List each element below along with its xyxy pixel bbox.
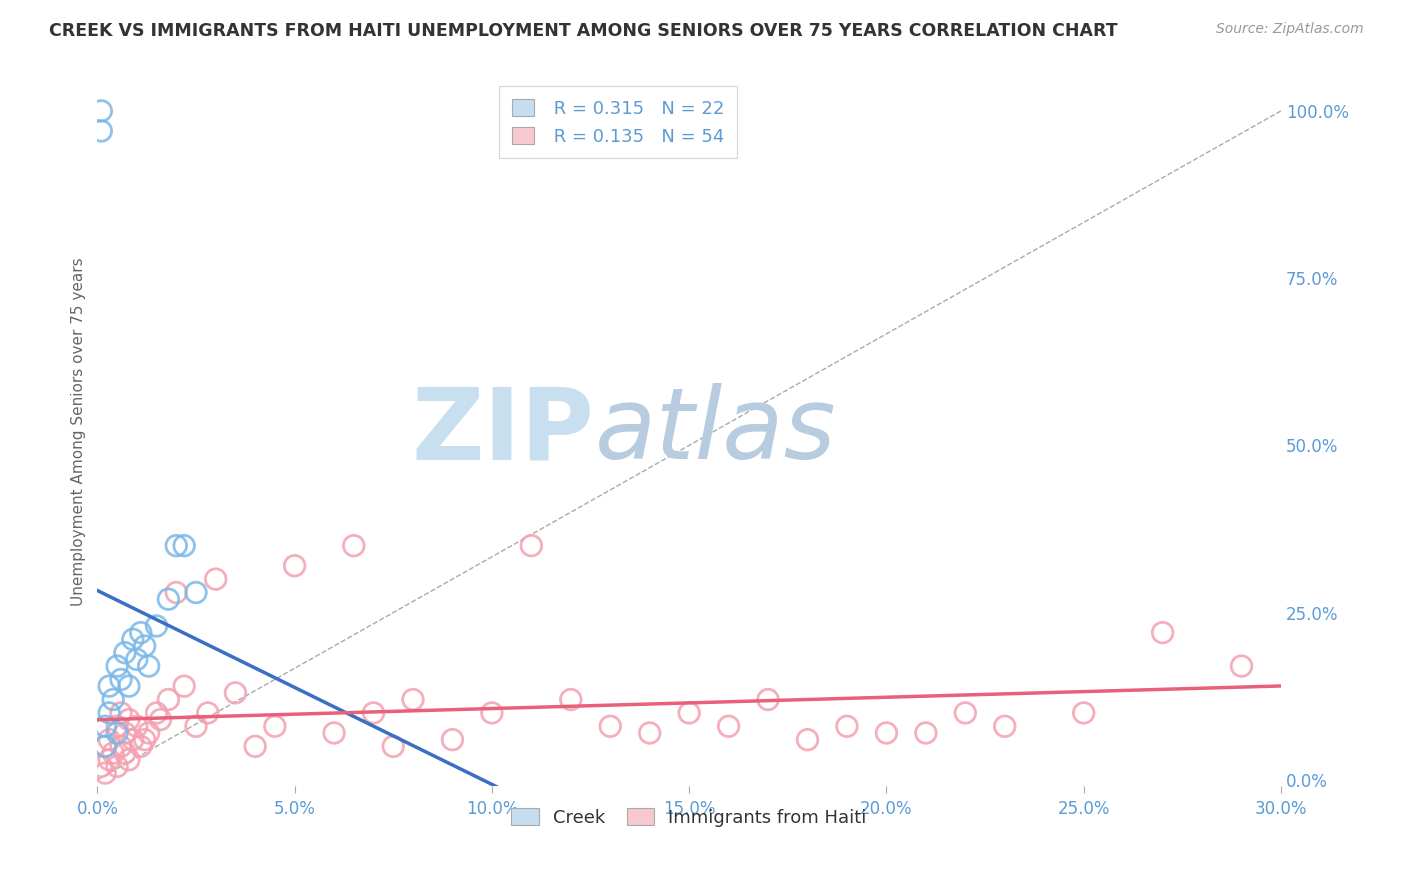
Point	[94, 739, 117, 754]
Point	[121, 632, 143, 647]
Point	[105, 759, 128, 773]
Point	[382, 739, 405, 754]
Point	[157, 592, 180, 607]
Point	[1152, 625, 1174, 640]
Point	[204, 572, 226, 586]
Point	[363, 706, 385, 720]
Text: atlas: atlas	[595, 384, 837, 481]
Point	[90, 103, 112, 118]
Point	[284, 558, 307, 573]
Point	[134, 732, 156, 747]
Point	[118, 713, 141, 727]
Point	[197, 706, 219, 720]
Point	[101, 692, 124, 706]
Point	[756, 692, 779, 706]
Point	[1230, 659, 1253, 673]
Point	[110, 673, 132, 687]
Point	[678, 706, 700, 720]
Point	[560, 692, 582, 706]
Point	[173, 539, 195, 553]
Point	[157, 692, 180, 706]
Point	[98, 679, 121, 693]
Point	[105, 659, 128, 673]
Legend: Creek, Immigrants from Haiti: Creek, Immigrants from Haiti	[505, 801, 875, 834]
Point	[98, 706, 121, 720]
Point	[118, 679, 141, 693]
Point	[105, 719, 128, 733]
Point	[915, 726, 938, 740]
Point	[599, 719, 621, 733]
Point	[94, 766, 117, 780]
Point	[138, 726, 160, 740]
Point	[134, 639, 156, 653]
Point	[121, 732, 143, 747]
Y-axis label: Unemployment Among Seniors over 75 years: Unemployment Among Seniors over 75 years	[72, 258, 86, 607]
Point	[343, 539, 366, 553]
Point	[129, 739, 152, 754]
Point	[323, 726, 346, 740]
Text: Source: ZipAtlas.com: Source: ZipAtlas.com	[1216, 22, 1364, 37]
Point	[1073, 706, 1095, 720]
Point	[114, 646, 136, 660]
Point	[638, 726, 661, 740]
Point	[110, 706, 132, 720]
Point	[138, 659, 160, 673]
Point	[481, 706, 503, 720]
Point	[184, 585, 207, 599]
Point	[145, 706, 167, 720]
Point	[90, 124, 112, 138]
Point	[114, 746, 136, 760]
Point	[149, 713, 172, 727]
Point	[110, 739, 132, 754]
Point	[165, 585, 187, 599]
Point	[173, 679, 195, 693]
Point	[243, 739, 266, 754]
Point	[264, 719, 287, 733]
Point	[129, 625, 152, 640]
Point	[955, 706, 977, 720]
Point	[224, 686, 246, 700]
Point	[994, 719, 1017, 733]
Point	[717, 719, 740, 733]
Point	[105, 726, 128, 740]
Point	[98, 732, 121, 747]
Text: ZIP: ZIP	[412, 384, 595, 481]
Point	[875, 726, 897, 740]
Point	[125, 719, 148, 733]
Point	[165, 539, 187, 553]
Point	[101, 746, 124, 760]
Point	[125, 652, 148, 666]
Point	[94, 739, 117, 754]
Point	[402, 692, 425, 706]
Point	[184, 719, 207, 733]
Point	[835, 719, 858, 733]
Point	[98, 753, 121, 767]
Point	[796, 732, 818, 747]
Point	[114, 726, 136, 740]
Point	[145, 619, 167, 633]
Point	[118, 753, 141, 767]
Text: CREEK VS IMMIGRANTS FROM HAITI UNEMPLOYMENT AMONG SENIORS OVER 75 YEARS CORRELAT: CREEK VS IMMIGRANTS FROM HAITI UNEMPLOYM…	[49, 22, 1118, 40]
Point	[94, 719, 117, 733]
Point	[520, 539, 543, 553]
Point	[441, 732, 464, 747]
Point	[90, 759, 112, 773]
